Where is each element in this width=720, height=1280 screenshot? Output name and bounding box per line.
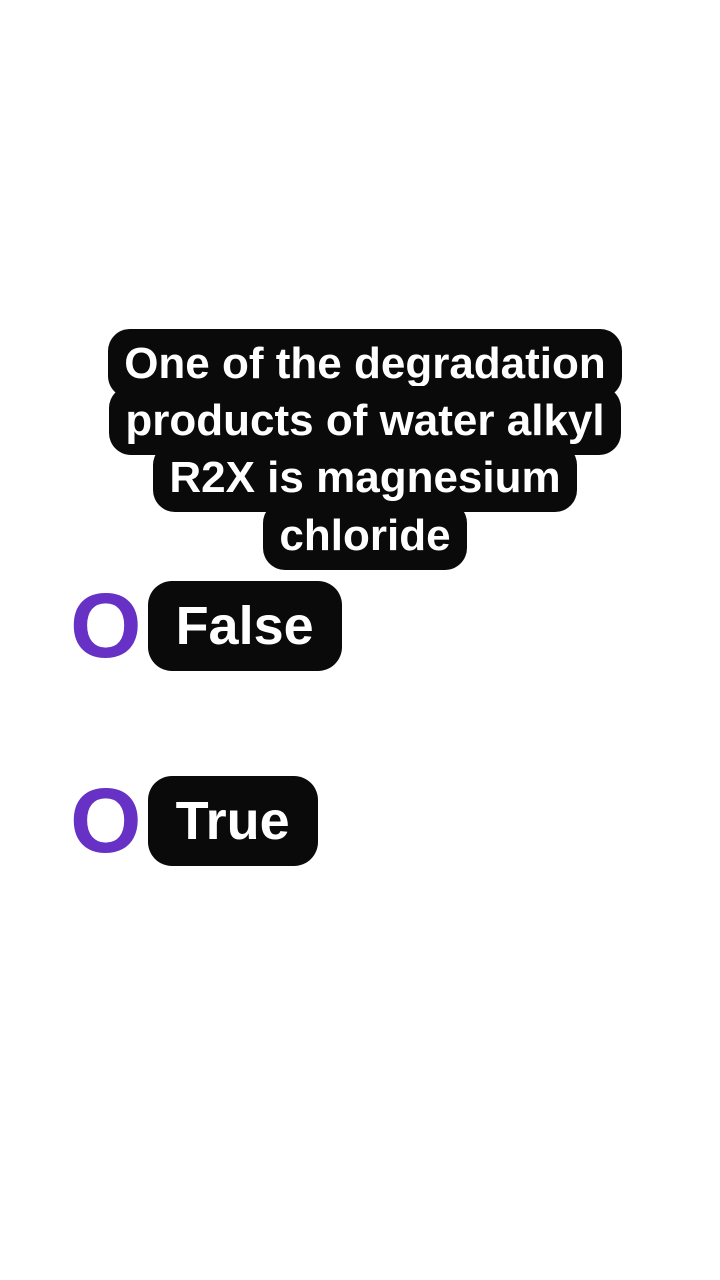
option-false[interactable]: O False [70,580,342,672]
question-text: One of the degradation products of water… [108,329,622,570]
option-marker: O [70,580,142,672]
option-label: False [148,581,342,671]
option-label: True [148,776,318,866]
option-true[interactable]: O True [70,775,318,867]
option-marker: O [70,775,142,867]
question-box: One of the degradation products of water… [70,335,660,564]
